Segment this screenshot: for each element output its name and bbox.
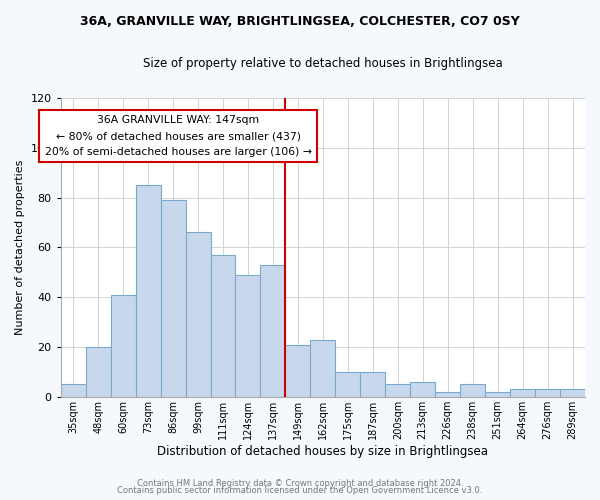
Bar [335, 372, 361, 397]
Bar [435, 392, 460, 397]
Bar [510, 390, 535, 397]
Bar [535, 390, 560, 397]
Bar [211, 255, 235, 397]
Bar [385, 384, 410, 397]
Text: 36A GRANVILLE WAY: 147sqm
← 80% of detached houses are smaller (437)
20% of semi: 36A GRANVILLE WAY: 147sqm ← 80% of detac… [44, 116, 311, 156]
Y-axis label: Number of detached properties: Number of detached properties [15, 160, 25, 335]
Bar [460, 384, 485, 397]
Text: Contains HM Land Registry data © Crown copyright and database right 2024.: Contains HM Land Registry data © Crown c… [137, 478, 463, 488]
Bar [235, 275, 260, 397]
Bar [260, 265, 286, 397]
Bar [310, 340, 335, 397]
X-axis label: Distribution of detached houses by size in Brightlingsea: Distribution of detached houses by size … [157, 444, 488, 458]
Text: 36A, GRANVILLE WAY, BRIGHTLINGSEA, COLCHESTER, CO7 0SY: 36A, GRANVILLE WAY, BRIGHTLINGSEA, COLCH… [80, 15, 520, 28]
Bar [86, 347, 110, 397]
Bar [361, 372, 385, 397]
Text: Contains public sector information licensed under the Open Government Licence v3: Contains public sector information licen… [118, 486, 482, 495]
Bar [161, 200, 185, 397]
Bar [410, 382, 435, 397]
Bar [485, 392, 510, 397]
Title: Size of property relative to detached houses in Brightlingsea: Size of property relative to detached ho… [143, 58, 503, 70]
Bar [61, 384, 86, 397]
Bar [136, 185, 161, 397]
Bar [110, 294, 136, 397]
Bar [286, 344, 310, 397]
Bar [185, 232, 211, 397]
Bar [560, 390, 585, 397]
